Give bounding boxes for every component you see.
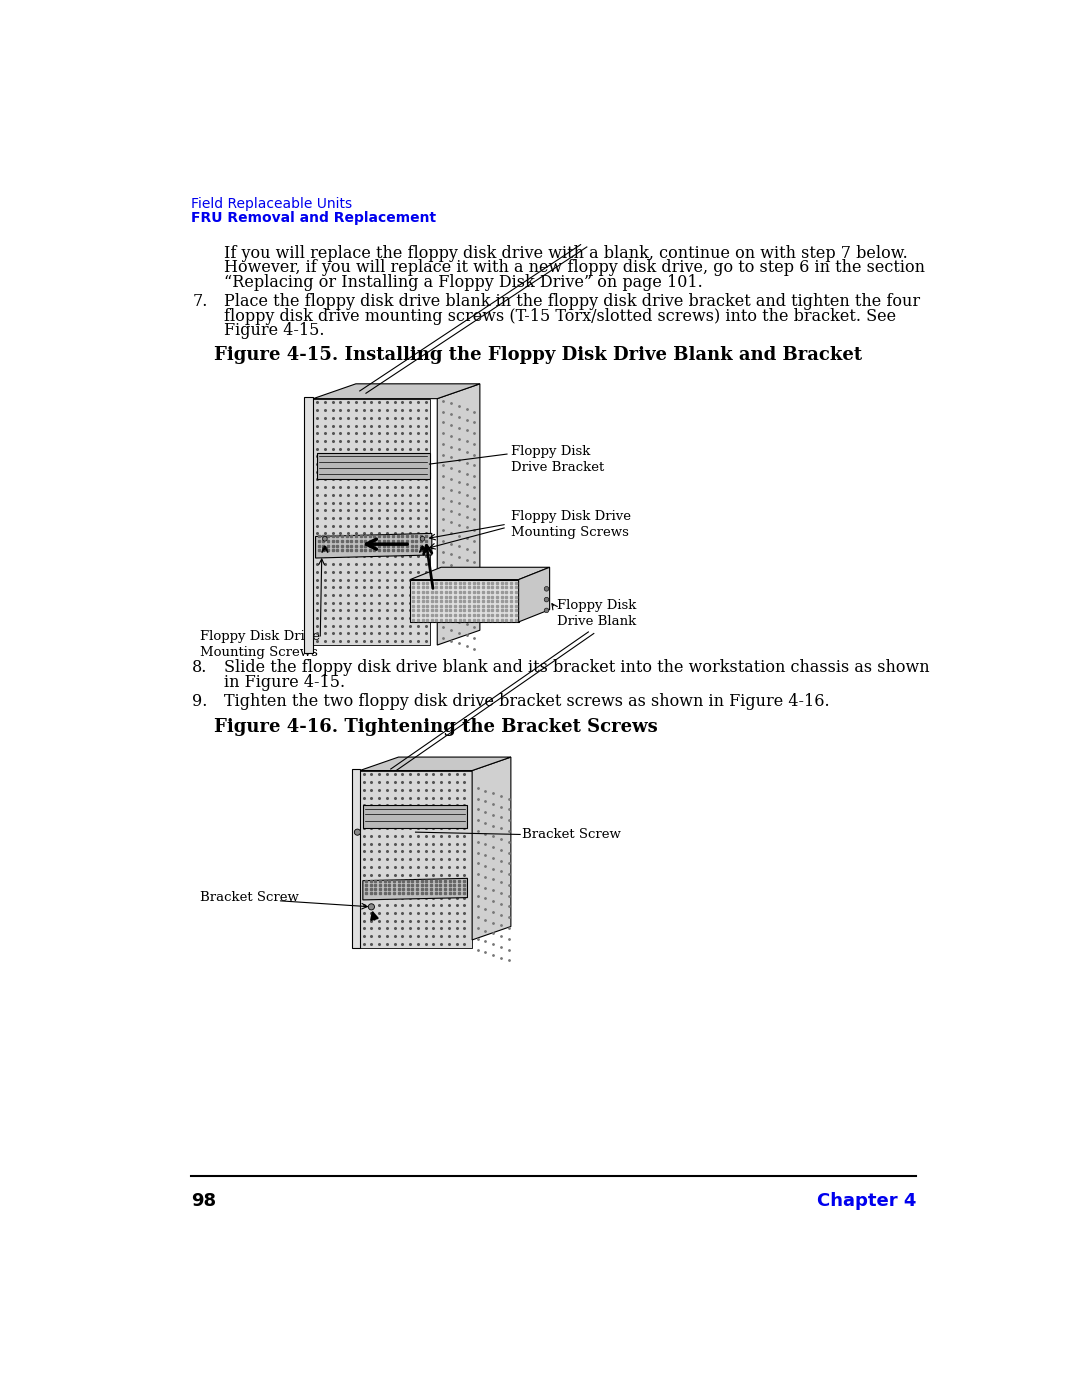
Text: Figure 4-15. Installing the Floppy Disk Drive Blank and Bracket: Figure 4-15. Installing the Floppy Disk … xyxy=(214,346,862,365)
Text: 98: 98 xyxy=(191,1192,216,1210)
Text: 9.: 9. xyxy=(192,693,207,710)
Circle shape xyxy=(544,598,549,602)
Text: Floppy Disk
Drive Bracket: Floppy Disk Drive Bracket xyxy=(511,444,604,474)
Text: Figure 4-15.: Figure 4-15. xyxy=(225,323,325,339)
Polygon shape xyxy=(410,580,518,622)
Polygon shape xyxy=(472,757,511,940)
Bar xyxy=(313,398,430,645)
Text: Slide the floppy disk drive blank and its bracket into the workstation chassis a: Slide the floppy disk drive blank and it… xyxy=(225,659,930,676)
Text: Bracket Screw: Bracket Screw xyxy=(523,828,621,841)
Circle shape xyxy=(354,828,361,835)
Text: Floppy Disk Drive
Mounting Screws: Floppy Disk Drive Mounting Screws xyxy=(200,630,320,658)
Text: Tighten the two floppy disk drive bracket screws as shown in Figure 4-16.: Tighten the two floppy disk drive bracke… xyxy=(225,693,829,710)
Text: 8.: 8. xyxy=(192,659,207,676)
Text: 7.: 7. xyxy=(192,293,207,310)
Circle shape xyxy=(420,536,424,541)
Polygon shape xyxy=(360,757,511,771)
Polygon shape xyxy=(437,384,480,645)
Text: Place the floppy disk drive blank in the floppy disk drive bracket and tighten t: Place the floppy disk drive blank in the… xyxy=(225,293,920,310)
Circle shape xyxy=(323,546,327,550)
Polygon shape xyxy=(352,768,360,947)
Circle shape xyxy=(544,608,549,613)
Text: If you will replace the floppy disk drive with a blank, continue on with step 7 : If you will replace the floppy disk driv… xyxy=(225,244,908,261)
Circle shape xyxy=(368,904,375,909)
Text: Field Replaceable Units: Field Replaceable Units xyxy=(191,197,352,211)
Text: However, if you will replace it with a new floppy disk drive, go to step 6 in th: However, if you will replace it with a n… xyxy=(225,260,926,277)
Circle shape xyxy=(544,587,549,591)
Text: “Replacing or Installing a Floppy Disk Drive” on page 101.: “Replacing or Installing a Floppy Disk D… xyxy=(225,274,703,291)
Circle shape xyxy=(323,536,327,541)
Polygon shape xyxy=(313,384,480,398)
Text: Chapter 4: Chapter 4 xyxy=(816,1192,916,1210)
Polygon shape xyxy=(303,397,313,652)
Text: floppy disk drive mounting screws (T-15 Torx/slotted screws) into the bracket. S: floppy disk drive mounting screws (T-15 … xyxy=(225,307,896,324)
Text: Bracket Screw: Bracket Screw xyxy=(200,891,299,904)
Text: Floppy Disk
Drive Blank: Floppy Disk Drive Blank xyxy=(557,599,637,627)
Bar xyxy=(318,453,430,479)
Circle shape xyxy=(420,546,424,550)
Text: FRU Removal and Replacement: FRU Removal and Replacement xyxy=(191,211,436,225)
Polygon shape xyxy=(315,534,432,557)
Bar xyxy=(363,805,468,828)
Text: Floppy Disk Drive
Mounting Screws: Floppy Disk Drive Mounting Screws xyxy=(511,510,631,539)
Polygon shape xyxy=(410,567,550,580)
Bar xyxy=(360,771,472,947)
Polygon shape xyxy=(518,567,550,622)
Text: in Figure 4-15.: in Figure 4-15. xyxy=(225,673,346,690)
Text: Figure 4-16. Tightening the Bracket Screws: Figure 4-16. Tightening the Bracket Scre… xyxy=(214,718,658,736)
Polygon shape xyxy=(363,879,468,900)
